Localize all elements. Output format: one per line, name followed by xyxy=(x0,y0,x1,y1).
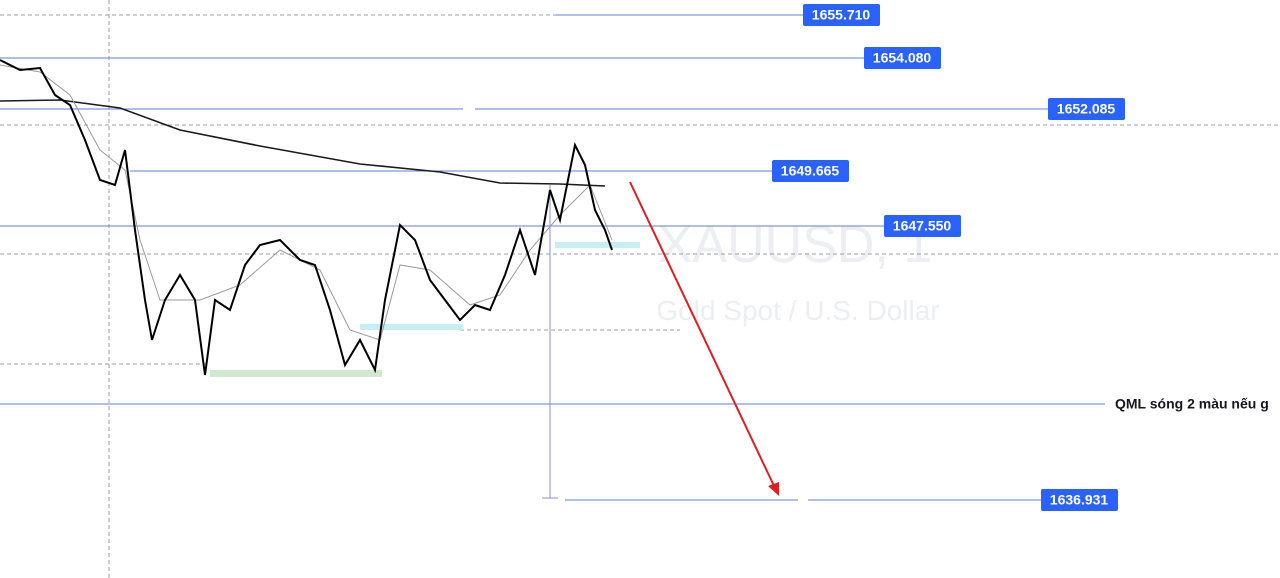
price-label: 1649.665 xyxy=(781,163,840,179)
watermark-description: Gold Spot / U.S. Dollar xyxy=(656,295,939,326)
price-label: 1654.080 xyxy=(873,50,932,66)
moving-average xyxy=(0,99,606,187)
price-lines xyxy=(0,14,1105,501)
price-label-boxes xyxy=(772,4,1125,511)
price-label: 1652.085 xyxy=(1057,101,1116,117)
demand-zone xyxy=(210,370,382,377)
price-label: 1655.710 xyxy=(812,7,871,23)
arrow xyxy=(629,181,776,489)
zone xyxy=(360,324,463,330)
price-series xyxy=(0,59,613,376)
price-label: 1647.550 xyxy=(893,218,952,234)
annotation: QML sóng 2 màu nếu g xyxy=(1115,396,1269,412)
price-label: 1636.931 xyxy=(1050,492,1109,508)
moving-average-fast xyxy=(0,64,613,341)
arrow-head xyxy=(768,482,779,496)
zone xyxy=(555,242,640,248)
